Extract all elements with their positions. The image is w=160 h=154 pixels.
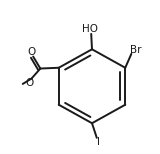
- Text: O: O: [25, 78, 34, 88]
- Text: O: O: [27, 47, 35, 57]
- Text: Br: Br: [130, 45, 142, 55]
- Text: I: I: [97, 138, 100, 147]
- Text: HO: HO: [82, 24, 98, 34]
